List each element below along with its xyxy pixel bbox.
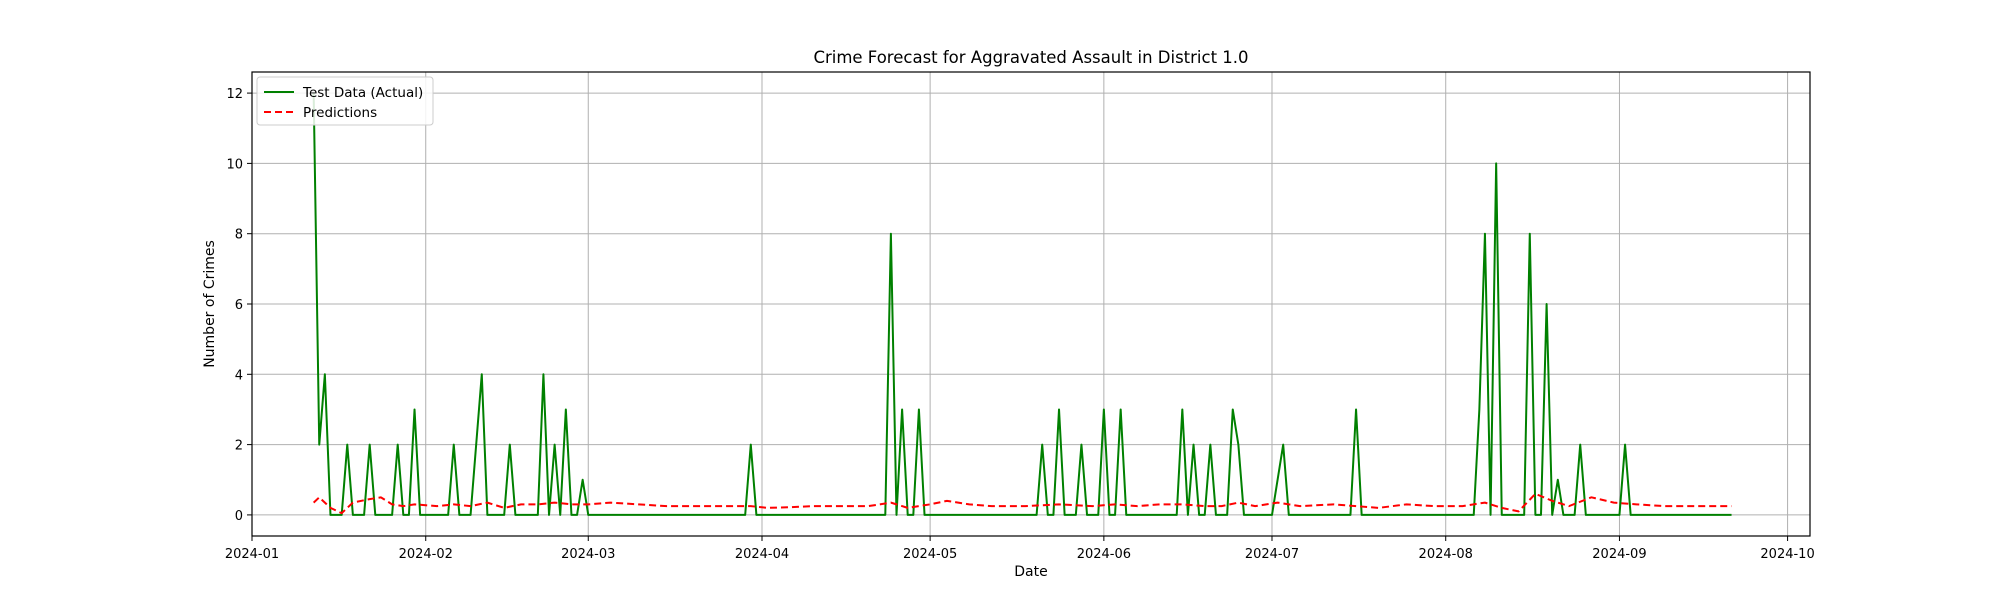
legend: Test Data (Actual) Predictions [256, 76, 434, 126]
y-tick-label: 8 [235, 228, 243, 243]
y-tick-label: 12 [226, 87, 243, 102]
series-layer [312, 93, 1732, 516]
x-tick-label: 2024-01 [225, 547, 279, 562]
y-tick-label: 4 [235, 368, 243, 383]
ticks: 2024-01 2024-02 2024-03 2024-04 2024-05 2024-… [225, 87, 1815, 562]
x-tick-label: 2024-10 [1760, 547, 1814, 562]
x-tick-label: 2024-07 [1245, 547, 1299, 562]
x-tick-label: 2024-05 [903, 547, 957, 562]
series-line-actual [312, 93, 1732, 516]
x-axis-label: Date [1014, 564, 1047, 580]
legend-label: Predictions [303, 105, 377, 121]
y-tick-label: 6 [235, 298, 243, 313]
y-tick-label: 0 [235, 509, 243, 524]
y-tick-label: 2 [235, 439, 243, 454]
x-tick-label: 2024-02 [399, 547, 453, 562]
legend-box [256, 76, 434, 126]
chart-title: Crime Forecast for Aggravated Assault in… [813, 48, 1248, 67]
y-axis-label: Number of Crimes [202, 240, 218, 368]
x-tick-label: 2024-08 [1419, 547, 1473, 562]
series-line-predictions [312, 492, 1732, 515]
x-tick-label: 2024-04 [735, 547, 789, 562]
x-tick-label: 2024-03 [561, 547, 615, 562]
y-tick-label: 10 [226, 157, 243, 172]
x-tick-label: 2024-06 [1077, 547, 1131, 562]
legend-label: Test Data (Actual) [302, 85, 423, 101]
x-tick-label: 2024-09 [1592, 547, 1646, 562]
